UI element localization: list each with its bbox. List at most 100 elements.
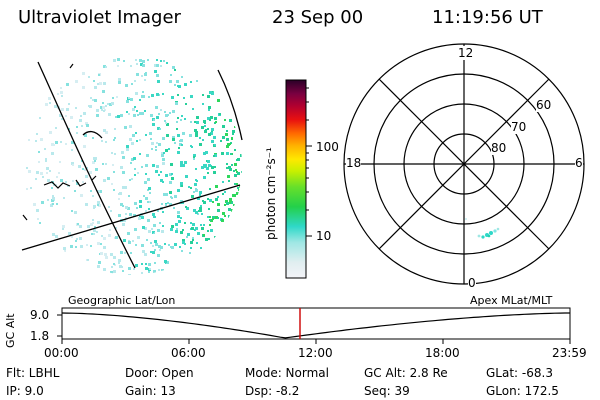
- emission-pixel: [122, 270, 124, 272]
- emission-pixel: [125, 206, 128, 209]
- emission-pixel: [180, 217, 182, 219]
- emission-pixel: [237, 187, 239, 189]
- emission-pixel: [101, 109, 103, 111]
- emission-pixel: [171, 173, 173, 175]
- emission-pixel: [156, 74, 159, 77]
- emission-pixel: [89, 105, 92, 108]
- emission-pixel: [154, 64, 157, 67]
- emission-pixel: [118, 81, 121, 84]
- emission-pixel: [93, 229, 96, 232]
- emission-pixel: [128, 97, 130, 99]
- emission-pixel: [229, 198, 232, 201]
- emission-pixel: [221, 219, 224, 222]
- emission-pixel: [162, 162, 165, 165]
- emission-pixel: [122, 186, 125, 189]
- emission-pixel: [201, 126, 204, 129]
- emission-pixel: [103, 82, 106, 85]
- emission-pixel: [151, 148, 153, 150]
- emission-pixel: [229, 119, 232, 122]
- emission-pixel: [109, 103, 112, 106]
- emission-pixel: [195, 227, 198, 230]
- emission-pixel: [41, 201, 44, 204]
- emission-pixel: [131, 158, 134, 161]
- emission-pixel: [185, 206, 187, 208]
- emission-pixel: [230, 153, 232, 155]
- emission-pixel: [177, 94, 179, 96]
- ip-info: IP: 9.0: [6, 384, 44, 398]
- emission-pixel: [93, 233, 95, 235]
- emission-pixel: [205, 238, 208, 241]
- glat-info: GLat: -68.3: [486, 366, 553, 380]
- emission-pixel: [52, 203, 54, 205]
- emission-pixel: [158, 269, 160, 271]
- emission-pixel: [142, 91, 144, 93]
- glon-info: GLon: 172.5: [486, 384, 559, 398]
- emission-pixel: [134, 168, 136, 170]
- emission-pixel: [141, 216, 144, 219]
- emission-pixel: [51, 199, 54, 202]
- emission-pixel: [191, 227, 194, 230]
- timeline-x-tick-1200: 12:00: [298, 346, 333, 360]
- emission-pixel: [206, 167, 209, 170]
- emission-pixel: [151, 94, 154, 97]
- emission-pixel: [98, 204, 101, 207]
- emission-pixel: [40, 138, 43, 141]
- timeline-y-axis-label: GC Alt: [4, 313, 17, 348]
- emission-pixel: [126, 100, 129, 103]
- emission-pixel: [102, 106, 105, 109]
- emission-pixel: [204, 122, 206, 124]
- emission-pixel: [214, 144, 216, 146]
- emission-pixel: [234, 126, 236, 128]
- emission-pixel: [54, 105, 57, 108]
- emission-pixel: [158, 113, 160, 115]
- emission-pixel: [146, 239, 148, 241]
- emission-pixel: [82, 86, 85, 89]
- emission-pixel: [48, 97, 51, 100]
- emission-pixel: [72, 164, 74, 166]
- emission-pixel: [211, 166, 214, 169]
- emission-pixel: [136, 140, 138, 142]
- emission-pixel: [186, 236, 188, 238]
- emission-pixel: [171, 177, 174, 180]
- emission-pixel: [182, 241, 185, 244]
- emission-pixel: [177, 117, 179, 119]
- emission-pixel: [217, 209, 220, 212]
- emission-pixel: [199, 207, 202, 210]
- emission-pixel: [210, 219, 213, 222]
- emission-pixel: [174, 243, 177, 246]
- emission-pixel: [222, 125, 225, 128]
- emission-pixel: [182, 164, 185, 167]
- emission-pixel: [210, 116, 213, 119]
- dsp-info: Dsp: -8.2: [245, 384, 300, 398]
- emission-pixel: [113, 171, 115, 173]
- timeline-x-tick-2359: 23:59: [552, 346, 587, 360]
- emission-pixel: [141, 272, 143, 274]
- emission-pixel: [87, 259, 89, 261]
- emission-pixel: [160, 109, 162, 111]
- emission-pixel: [164, 243, 166, 245]
- emission-pixel: [228, 166, 231, 169]
- emission-pixel: [192, 237, 194, 239]
- emission-pixel: [165, 114, 168, 117]
- emission-pixel: [36, 171, 39, 174]
- emission-pixel: [195, 189, 198, 192]
- emission-pixel: [184, 83, 187, 86]
- emission-pixel: [200, 205, 202, 207]
- emission-pixel: [158, 143, 161, 146]
- emission-pixel: [124, 186, 127, 189]
- emission-pixel: [215, 185, 218, 188]
- timeline-ticks: [57, 314, 571, 344]
- emission-pixel: [187, 233, 190, 236]
- emission-pixel: [196, 116, 199, 119]
- emission-pixel: [144, 73, 147, 76]
- emission-pixel: [131, 83, 133, 85]
- emission-pixel: [96, 231, 98, 233]
- emission-pixel: [123, 239, 126, 242]
- emission-pixel: [213, 136, 216, 139]
- seq-info: Seq: 39: [364, 384, 410, 398]
- emission-pixel: [126, 148, 129, 151]
- emission-pixel: [90, 223, 93, 226]
- emission-pixel: [151, 228, 153, 230]
- emission-pixel: [170, 228, 173, 231]
